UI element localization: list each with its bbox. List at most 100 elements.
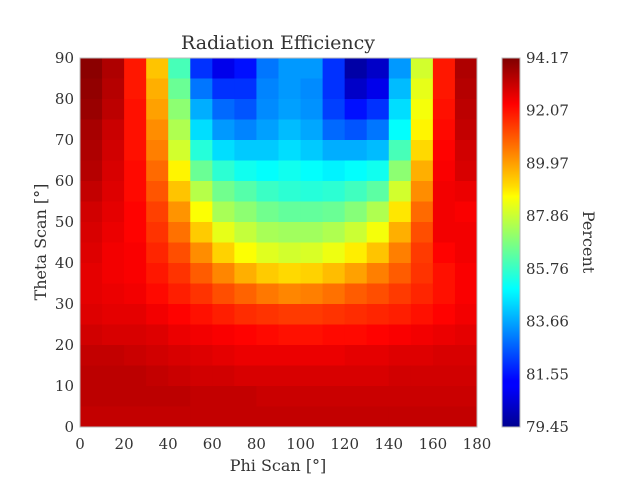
- x-tick-label: 140: [374, 435, 403, 453]
- heatmap-cell: [168, 99, 191, 120]
- heatmap-cell: [212, 283, 235, 305]
- heatmap-cell: [366, 406, 390, 428]
- heatmap-cell: [146, 345, 169, 366]
- heatmap-cell: [388, 78, 412, 100]
- heatmap-cell: [322, 345, 346, 366]
- heatmap-cell: [102, 263, 125, 284]
- heatmap-cell: [80, 263, 103, 284]
- heatmap-cell: [124, 181, 147, 202]
- heatmap-cell: [344, 304, 368, 325]
- heatmap-cell: [234, 58, 257, 79]
- colorbar-ticks: 79.45 81.55 83.66 85.76 87.86 89.97 92.07 94.17: [526, 49, 569, 436]
- heatmap-cell: [190, 201, 213, 223]
- heatmap-cell: [300, 242, 324, 264]
- heatmap-cell: [234, 283, 257, 305]
- heatmap-cell: [322, 365, 346, 387]
- heatmap-cell: [388, 140, 412, 161]
- heatmap-cell: [344, 242, 368, 264]
- heatmap-cell: [234, 222, 257, 243]
- heatmap-cell: [212, 304, 235, 325]
- heatmap-cell: [102, 406, 125, 428]
- colorbar-tick-label: 89.97: [526, 154, 569, 172]
- heatmap-cell: [300, 58, 324, 79]
- x-tick-label: 160: [419, 435, 448, 453]
- colorbar-tick-label: 83.66: [526, 313, 569, 331]
- heatmap-cell: [234, 201, 257, 223]
- heatmap-cell: [190, 263, 213, 284]
- heatmap-cell: [432, 386, 456, 407]
- heatmap-cell: [300, 160, 324, 182]
- heatmap-cell: [80, 365, 103, 387]
- heatmap-cell: [388, 386, 412, 407]
- heatmap-cell: [102, 242, 125, 264]
- heatmap-cell: [344, 160, 368, 182]
- heatmap-cell: [124, 201, 147, 223]
- heatmap-cell: [124, 119, 147, 141]
- heatmap-cell: [278, 283, 302, 305]
- heatmap-cell: [146, 406, 169, 428]
- heatmap-cell: [146, 304, 169, 325]
- heatmap-cell: [322, 304, 346, 325]
- colorbar: [501, 57, 521, 428]
- heatmap-cell: [278, 99, 302, 120]
- heatmap-cell: [124, 99, 147, 120]
- heatmap-cell: [168, 242, 191, 264]
- heatmap-cell: [388, 365, 412, 387]
- heatmap-cell: [102, 119, 125, 141]
- heatmap-cell: [190, 304, 213, 325]
- heatmap-cell: [344, 365, 368, 387]
- heatmap-cell: [278, 324, 302, 346]
- heatmap-cell: [344, 58, 368, 79]
- heatmap-cell: [410, 345, 434, 366]
- heatmap-cell: [410, 304, 434, 325]
- heatmap-cell: [366, 58, 390, 79]
- heatmap-cell: [410, 365, 434, 387]
- heatmap-cell: [102, 160, 125, 182]
- heatmap-cell: [124, 78, 147, 100]
- heatmap-cell: [388, 222, 412, 243]
- heatmap-cell: [256, 78, 279, 100]
- heatmap-cell: [322, 78, 346, 100]
- heatmap-cell: [168, 140, 191, 161]
- heatmap-cell: [234, 304, 257, 325]
- heatmap-cell: [102, 386, 125, 407]
- heatmap-cell: [80, 386, 103, 407]
- heatmap-cell: [146, 201, 169, 223]
- heatmap-cell: [322, 242, 346, 264]
- heatmap-cell: [146, 160, 169, 182]
- y-tick-label: 10: [55, 377, 74, 395]
- heatmap-cell: [388, 263, 412, 284]
- heatmap-cell: [366, 140, 390, 161]
- colorbar-tick-label: 94.17: [526, 49, 569, 67]
- heatmap-cell: [256, 58, 279, 79]
- heatmap-cell: [344, 283, 368, 305]
- heatmap-cell: [410, 181, 434, 202]
- heatmap-cell: [256, 263, 279, 284]
- x-tick-label: 80: [247, 435, 266, 453]
- heatmap-cell: [322, 201, 346, 223]
- heatmap-cell: [168, 78, 191, 100]
- x-tick-label: 120: [330, 435, 359, 453]
- heatmap-cell: [146, 365, 169, 387]
- heatmap-cell: [234, 140, 257, 161]
- heatmap-cell: [410, 222, 434, 243]
- heatmap-cell: [124, 324, 147, 346]
- heatmap-cell: [410, 160, 434, 182]
- heatmap-cell: [322, 181, 346, 202]
- heatmap-cell: [454, 406, 478, 428]
- heatmap-cell: [344, 324, 368, 346]
- heatmap-cell: [300, 365, 324, 387]
- heatmap-cell: [212, 78, 235, 100]
- heatmap-cell: [432, 160, 456, 182]
- heatmap-cell: [300, 406, 324, 428]
- heatmap-cell: [124, 160, 147, 182]
- heatmap-cell: [344, 201, 368, 223]
- x-tick-label: 0: [75, 435, 85, 453]
- heatmap-cell: [102, 58, 125, 79]
- heatmap-cell: [146, 99, 169, 120]
- heatmap-cell: [146, 140, 169, 161]
- heatmap-cell: [124, 386, 147, 407]
- heatmap-cell: [410, 140, 434, 161]
- heatmap-cell: [366, 365, 390, 387]
- heatmap-cell: [454, 78, 478, 100]
